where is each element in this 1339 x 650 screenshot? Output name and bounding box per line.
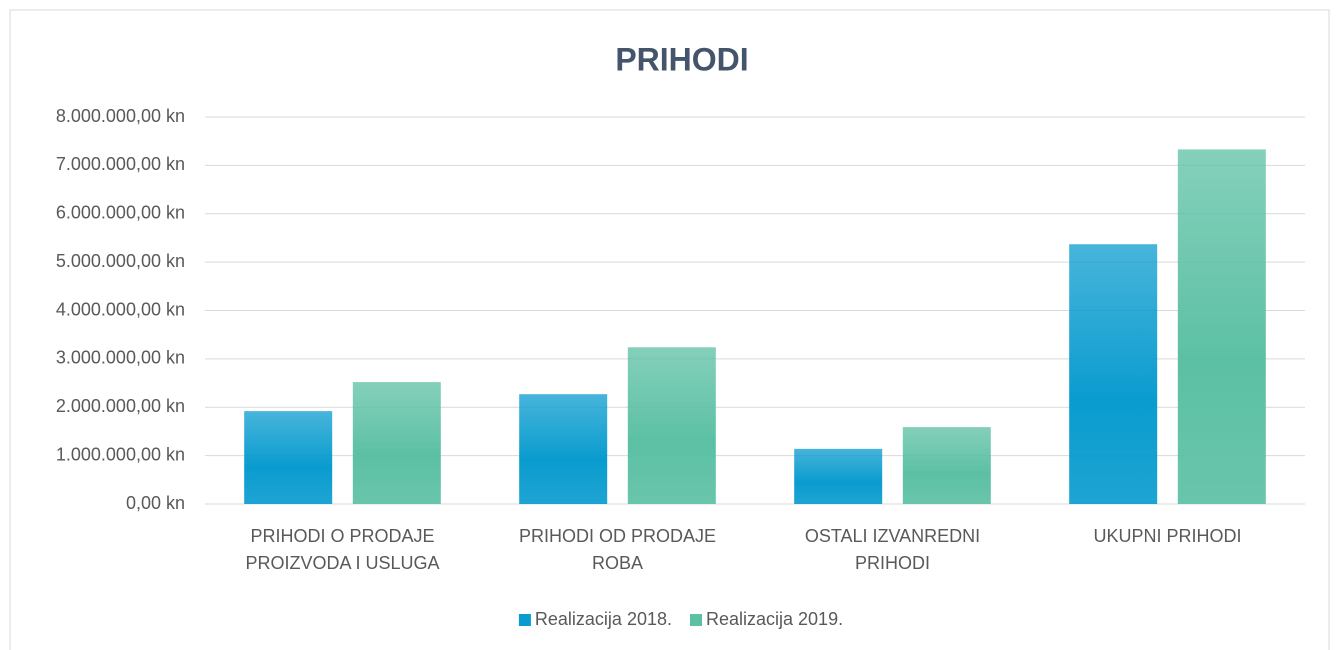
y-tick-label: 2.000.000,00 kn	[56, 396, 185, 416]
y-tick-label: 5.000.000,00 kn	[56, 251, 185, 271]
x-tick-label: PRIHODI O PRODAJE PROIZVODA I USLUGA	[245, 526, 440, 573]
x-tick-label: OSTALI IZVANREDNI PRIHODI	[804, 526, 981, 573]
y-tick-label: 4.000.000,00 kn	[56, 299, 185, 319]
x-tick-label: PRIHODI OD PRODAJE ROBA	[518, 526, 717, 573]
legend-swatch	[690, 614, 702, 626]
y-tick-label: 6.000.000,00 kn	[56, 203, 185, 223]
bar	[902, 427, 991, 504]
bar	[244, 411, 333, 504]
bar	[794, 448, 883, 504]
legend-label: Realizacija 2019.	[706, 609, 843, 629]
legend-swatch	[518, 614, 531, 626]
y-tick-label: 0,00 kn	[126, 493, 185, 513]
bar	[352, 382, 441, 504]
y-tick-label: 7.000.000,00 kn	[56, 154, 185, 174]
bar	[519, 394, 608, 504]
legend-label: Realizacija 2018.	[535, 609, 672, 629]
chart-border	[9, 9, 1330, 650]
chart-title: PRIHODI	[615, 41, 748, 77]
x-tick-label: UKUPNI PRIHODI	[1093, 526, 1242, 546]
y-tick-label: 8.000.000,00 kn	[56, 106, 185, 126]
y-tick-label: 1.000.000,00 kn	[56, 444, 185, 464]
y-tick-label: 3.000.000,00 kn	[56, 348, 185, 368]
bar	[627, 347, 716, 504]
bar	[1069, 244, 1158, 504]
bar	[1177, 149, 1266, 504]
